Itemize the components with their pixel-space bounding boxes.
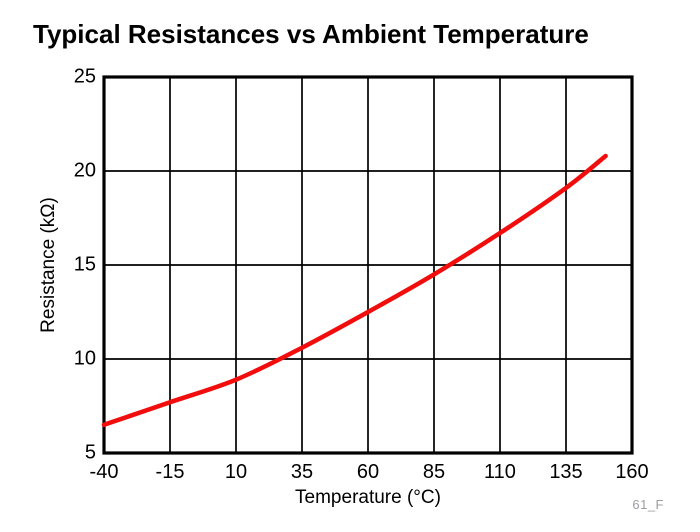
x-tick-label: 160 [615, 461, 649, 483]
y-tick-label: 15 [73, 253, 96, 276]
x-axis-label: Temperature (°C) [295, 487, 441, 508]
chart-title: Typical Resistances vs Ambient Temperatu… [33, 19, 589, 49]
x-tick-label: 85 [422, 461, 446, 483]
x-tick-label: 60 [356, 461, 380, 483]
x-tick-label: -40 [89, 461, 119, 483]
x-tick-label: 110 [484, 461, 516, 483]
plot-border [102, 75, 634, 455]
resistance-curve [101, 153, 608, 428]
x-tick-label: 10 [224, 461, 248, 483]
x-tick-label: -15 [155, 461, 185, 483]
y-tick-label: 25 [73, 65, 96, 88]
y-tick-label: 10 [73, 347, 96, 370]
figure-note: 61_F [632, 497, 664, 512]
y-tick-label: 20 [73, 159, 96, 182]
x-tick-label: 135 [549, 461, 583, 483]
x-tick-label: 35 [290, 461, 314, 483]
y-tick-label: 5 [84, 441, 96, 464]
